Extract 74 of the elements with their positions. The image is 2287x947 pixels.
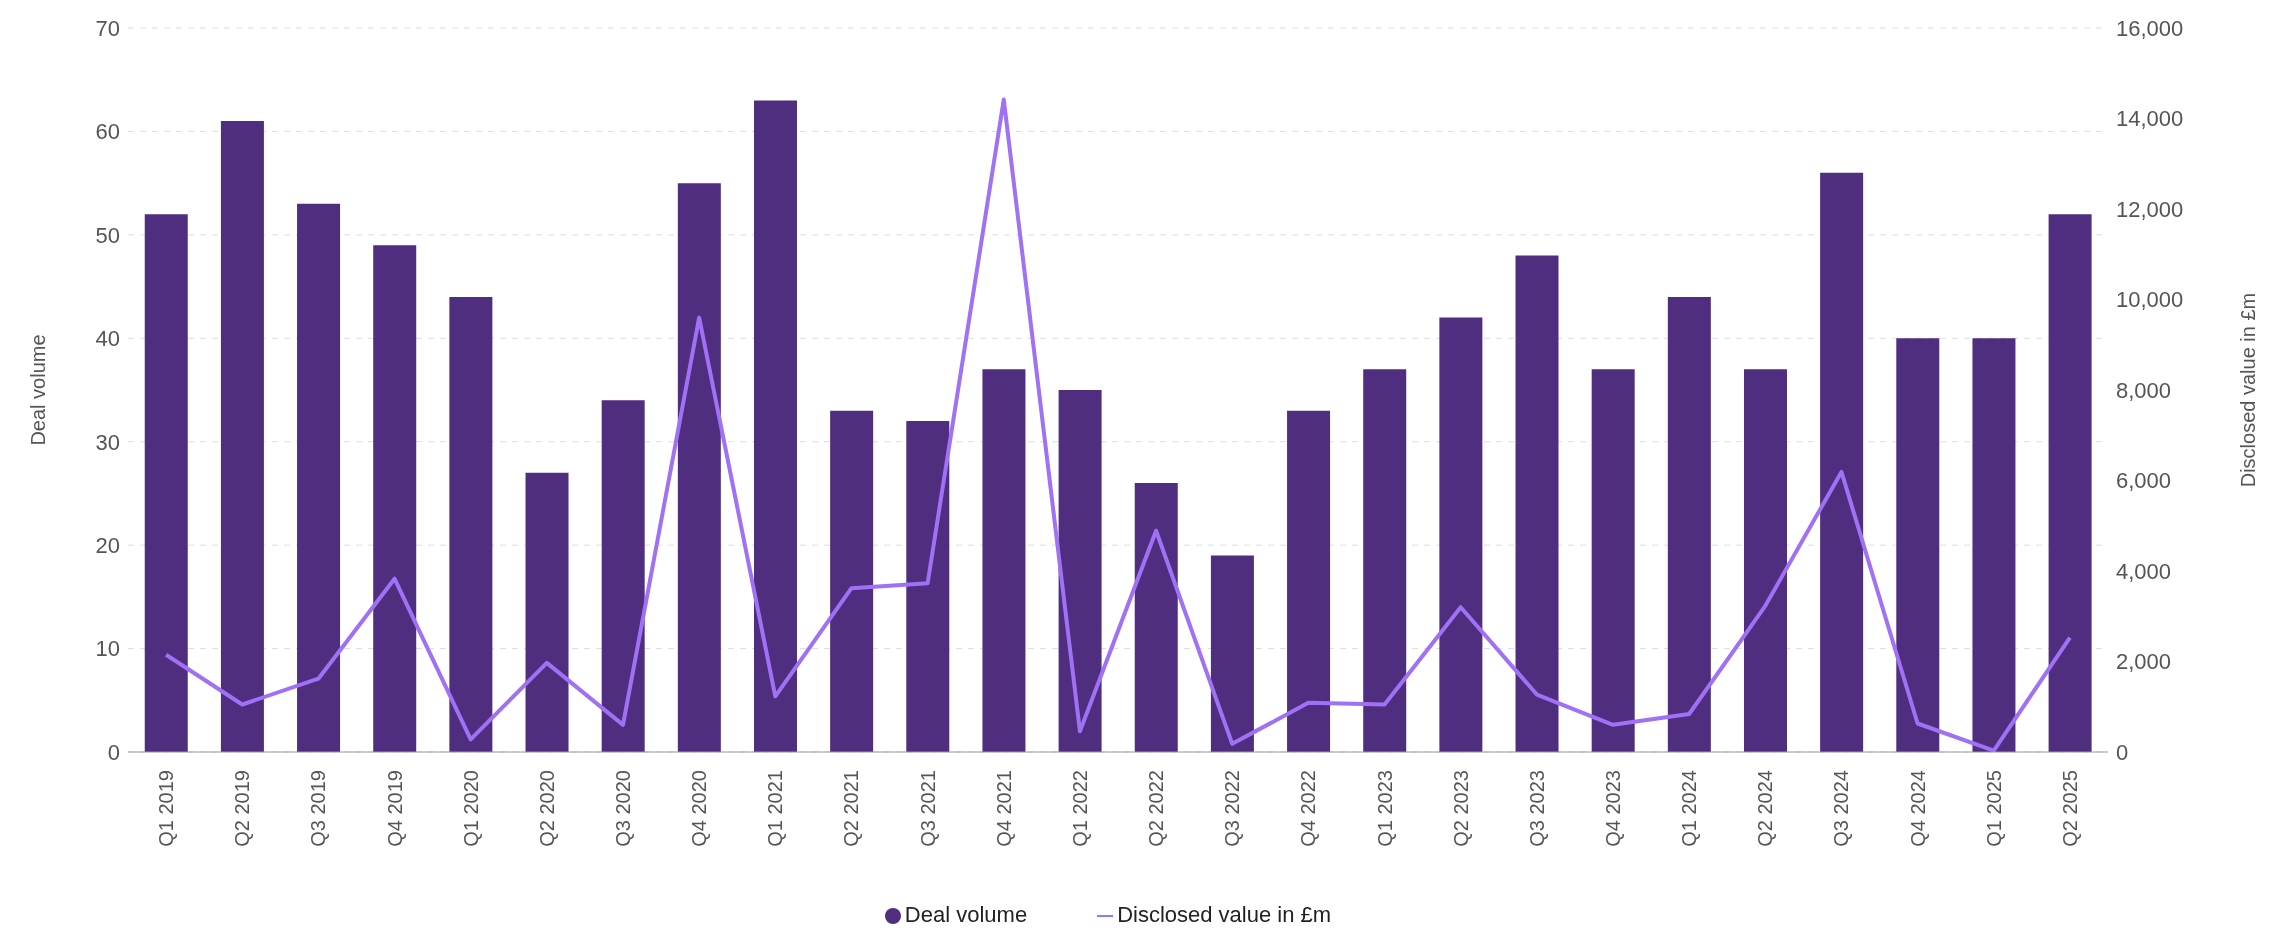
bar — [753, 100, 797, 752]
x-tick-label: Q3 2024 — [1830, 770, 1853, 847]
bar — [1667, 296, 1711, 752]
x-tick-label: Q2 2025 — [2058, 770, 2081, 847]
y2-tick-label: 14,000 — [2116, 106, 2184, 132]
x-tick-label: Q1 2024 — [1678, 770, 1701, 847]
bar — [1591, 369, 1635, 752]
x-tick-label: Q1 2019 — [155, 770, 178, 847]
y-tick-label: 70 — [95, 15, 120, 41]
y2-axis-title: Disclosed value in £m — [2237, 292, 2260, 488]
legend-label: Deal volume — [904, 902, 1028, 927]
x-tick-label: Q2 2023 — [1449, 770, 1472, 847]
bar — [830, 410, 874, 752]
x-tick-label: Q2 2019 — [231, 770, 254, 847]
bar — [525, 472, 569, 752]
x-tick-label: Q1 2022 — [1068, 770, 1091, 847]
y2-tick-label: 8,000 — [2116, 377, 2172, 403]
x-tick-label: Q3 2022 — [1221, 770, 1244, 847]
bar — [1972, 338, 2016, 752]
bar — [1134, 483, 1178, 752]
x-tick-label: Q4 2023 — [1602, 770, 1624, 847]
x-tick-label: Q2 2022 — [1145, 770, 1168, 847]
bar — [906, 421, 950, 752]
bar — [2048, 214, 2092, 752]
bar — [982, 369, 1026, 752]
x-tick-label: Q4 2024 — [1906, 770, 1929, 847]
y-tick-label: 50 — [95, 222, 120, 248]
y-tick-label: 20 — [95, 532, 120, 558]
x-tick-label: Q3 2023 — [1525, 770, 1548, 847]
x-tick-label: Q4 2022 — [1297, 770, 1320, 847]
bar — [677, 183, 721, 752]
bar — [1896, 338, 1940, 752]
y-tick-label: 40 — [95, 326, 120, 352]
line-series — [164, 97, 2072, 752]
bar — [1210, 555, 1254, 752]
bar — [220, 121, 264, 752]
x-tick-label: Q2 2024 — [1754, 770, 1777, 847]
y-tick-label: 0 — [107, 739, 120, 765]
legend-label: Disclosed value in £m — [1117, 902, 1332, 927]
bar — [297, 203, 341, 752]
x-tick-label: Q2 2021 — [840, 770, 863, 847]
y2-tick-label: 16,000 — [2116, 15, 2184, 41]
bar — [1058, 390, 1102, 752]
x-tick-label: Q4 2021 — [992, 770, 1015, 847]
y-tick-label: 30 — [95, 429, 120, 455]
y2-tick-label: 4,000 — [2116, 558, 2172, 584]
x-tick-label: Q3 2020 — [612, 770, 634, 847]
x-tick-label: Q4 2019 — [383, 770, 406, 847]
x-tick-label: Q1 2021 — [764, 770, 787, 847]
y-tick-label: 60 — [95, 119, 120, 145]
x-tick-label: Q2 2020 — [535, 770, 558, 847]
x-tick-label: Q1 2023 — [1373, 770, 1396, 847]
bar — [1515, 255, 1559, 752]
bar — [1743, 369, 1787, 752]
bar — [449, 296, 493, 752]
y2-tick-label: 12,000 — [2116, 196, 2184, 222]
bar — [373, 245, 417, 752]
y2-tick-label: 6,000 — [2116, 468, 2172, 494]
y2-tick-label: 2,000 — [2116, 649, 2172, 675]
bar — [1820, 172, 1864, 752]
bar — [1287, 410, 1331, 752]
bar — [601, 400, 645, 752]
y-axis-title: Deal volume — [27, 334, 50, 446]
x-tick-label: Q4 2020 — [688, 770, 711, 847]
x-tick-label: Q3 2021 — [916, 770, 939, 847]
x-tick-label: Q1 2025 — [1982, 770, 2005, 847]
bar — [1439, 317, 1483, 752]
bar — [144, 214, 188, 752]
y2-tick-label: 10,000 — [2116, 287, 2184, 313]
x-tick-label: Q3 2019 — [307, 770, 330, 847]
y2-tick-label: 0 — [2116, 739, 2129, 765]
y-tick-label: 10 — [95, 636, 120, 662]
x-tick-label: Q1 2020 — [459, 770, 482, 847]
bar — [1363, 369, 1407, 752]
